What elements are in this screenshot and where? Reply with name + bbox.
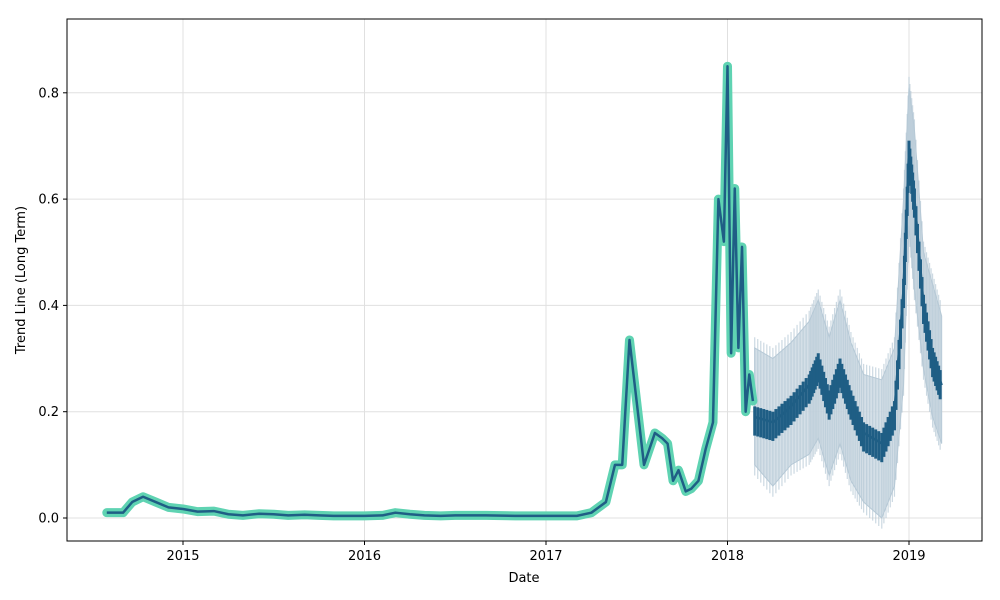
y-axis-label: Trend Line (Long Term) bbox=[14, 206, 29, 355]
x-tick-label: 2015 bbox=[166, 549, 199, 564]
x-tick-label: 2019 bbox=[892, 549, 925, 564]
y-tick-label: 0.8 bbox=[38, 86, 59, 101]
y-tick-label: 0.6 bbox=[38, 193, 59, 208]
x-axis-ticks: 2015 2016 2017 2018 2019 bbox=[166, 541, 926, 564]
plot-frame bbox=[66, 18, 983, 542]
y-tick-label: 0.2 bbox=[38, 405, 59, 420]
trend-lines bbox=[102, 61, 943, 521]
x-tick-label: 2018 bbox=[711, 549, 744, 564]
x-axis-label: Date bbox=[508, 571, 539, 586]
x-tick-label: 2016 bbox=[348, 549, 381, 564]
historical-trend-line bbox=[106, 64, 755, 518]
y-tick-label: 0.0 bbox=[38, 512, 59, 527]
x-tick-label: 2017 bbox=[529, 549, 562, 564]
y-tick-label: 0.4 bbox=[38, 299, 59, 314]
y-axis-ticks: 0.0 0.2 0.4 0.6 0.8 bbox=[38, 86, 67, 527]
